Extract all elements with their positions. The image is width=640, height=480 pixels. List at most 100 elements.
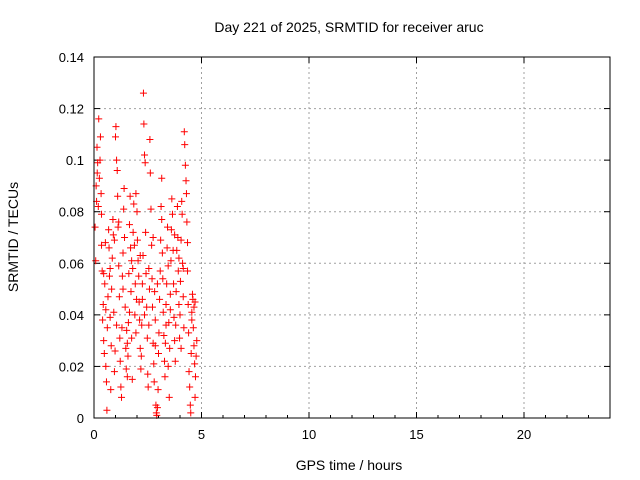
data-point xyxy=(95,115,103,123)
data-point xyxy=(137,365,145,373)
data-point xyxy=(109,231,117,239)
data-point xyxy=(146,169,154,177)
data-point xyxy=(113,156,121,164)
data-point xyxy=(173,203,181,211)
data-point xyxy=(141,151,149,159)
data-point xyxy=(143,334,151,342)
data-point xyxy=(128,375,136,383)
data-point xyxy=(178,210,186,218)
data-point xyxy=(177,344,185,352)
data-point xyxy=(137,352,145,360)
data-point xyxy=(179,259,187,267)
data-point xyxy=(148,275,156,283)
data-point xyxy=(138,321,146,329)
data-point xyxy=(153,404,161,412)
data-point xyxy=(170,313,178,321)
data-point xyxy=(122,344,130,352)
data-point xyxy=(145,264,153,272)
data-point xyxy=(162,321,170,329)
data-point xyxy=(184,267,192,275)
data-point xyxy=(158,174,166,182)
data-point xyxy=(185,368,193,376)
data-point xyxy=(181,161,189,169)
data-point xyxy=(148,241,156,249)
data-point xyxy=(181,141,189,149)
data-point xyxy=(182,177,190,185)
data-point xyxy=(144,370,152,378)
data-point xyxy=(167,257,175,265)
data-point xyxy=(157,203,165,211)
data-point xyxy=(121,234,129,241)
data-point xyxy=(174,267,182,275)
plot-frame xyxy=(93,56,611,419)
data-point xyxy=(182,190,190,198)
data-point xyxy=(104,293,112,301)
y-tick-label: 0.12 xyxy=(59,102,84,117)
data-point xyxy=(141,311,149,319)
data-point xyxy=(190,303,198,311)
data-point xyxy=(119,249,127,257)
data-point xyxy=(125,270,133,278)
data-point xyxy=(136,316,144,324)
data-point xyxy=(158,215,166,223)
x-tick-label: 5 xyxy=(198,427,205,442)
data-point xyxy=(105,272,113,280)
data-point xyxy=(109,215,117,223)
data-point xyxy=(113,321,121,329)
data-point xyxy=(183,218,191,226)
data-point xyxy=(100,270,108,278)
data-point xyxy=(191,373,199,381)
data-point xyxy=(164,362,172,370)
data-point xyxy=(186,401,194,409)
data-points xyxy=(91,89,201,419)
data-point xyxy=(136,344,144,352)
data-point xyxy=(179,293,187,301)
data-point xyxy=(100,337,108,345)
data-point xyxy=(110,368,118,376)
data-point xyxy=(165,393,173,401)
data-point xyxy=(161,339,169,347)
x-tick-label: 10 xyxy=(302,427,316,442)
data-point xyxy=(193,337,201,345)
data-point xyxy=(119,285,127,293)
data-point xyxy=(138,295,146,303)
data-point xyxy=(166,306,174,314)
x-tick-label: 0 xyxy=(90,427,97,442)
data-point xyxy=(151,316,159,324)
data-point xyxy=(134,257,142,265)
data-point xyxy=(168,195,176,203)
data-point xyxy=(124,319,132,327)
data-point xyxy=(115,218,123,226)
data-point xyxy=(176,277,184,285)
data-point xyxy=(160,331,168,339)
grid-lines xyxy=(94,57,610,418)
data-point xyxy=(163,244,171,252)
data-point xyxy=(123,373,131,381)
data-point xyxy=(164,262,172,270)
data-point xyxy=(105,226,113,234)
y-tick-label: 0.06 xyxy=(59,256,84,271)
data-point xyxy=(184,301,192,309)
data-point xyxy=(96,156,104,164)
data-point xyxy=(180,324,188,332)
data-point xyxy=(93,143,101,151)
data-point xyxy=(172,321,180,329)
data-point xyxy=(175,301,183,309)
data-point xyxy=(185,329,193,337)
data-point xyxy=(97,190,105,198)
data-point xyxy=(91,223,99,231)
data-point xyxy=(141,159,149,167)
data-point xyxy=(130,241,138,249)
x-axis-label: GPS time / hours xyxy=(296,457,403,473)
data-point xyxy=(112,133,119,141)
y-tick-label: 0.04 xyxy=(59,308,84,323)
data-point xyxy=(187,409,195,417)
data-point xyxy=(107,386,115,394)
data-point xyxy=(114,223,122,231)
y-tick-label: 0.02 xyxy=(59,359,84,374)
data-point xyxy=(115,293,123,301)
data-point xyxy=(155,329,163,337)
data-point xyxy=(128,257,136,265)
data-point xyxy=(102,362,110,370)
data-point xyxy=(175,254,183,262)
